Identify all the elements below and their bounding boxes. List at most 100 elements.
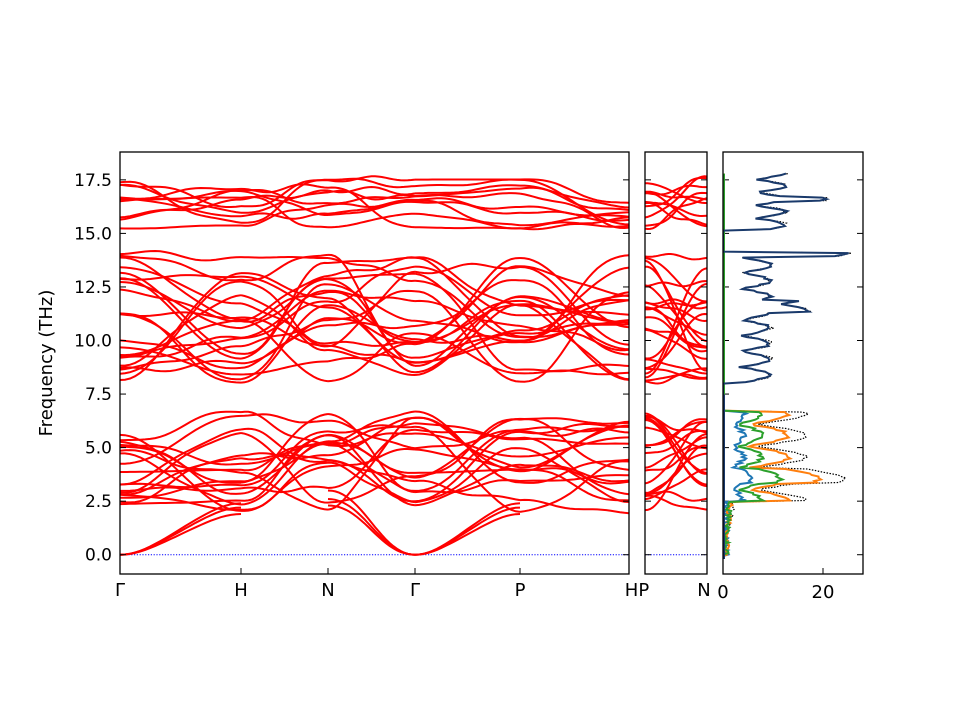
band-line xyxy=(120,319,242,357)
band-line xyxy=(519,458,629,484)
band-line xyxy=(519,216,629,230)
band-line xyxy=(240,256,328,259)
band-line xyxy=(327,186,416,229)
band-line xyxy=(645,328,707,360)
band-line xyxy=(414,428,521,492)
band-structure-pn-panel: N xyxy=(644,151,711,601)
band-line xyxy=(645,197,707,231)
band-line xyxy=(645,300,707,360)
band-line xyxy=(645,418,707,447)
band-line xyxy=(120,294,242,367)
band-line xyxy=(414,201,521,215)
band-line xyxy=(120,312,242,381)
acoustic-band xyxy=(120,506,242,556)
band-line xyxy=(645,265,707,343)
band-line xyxy=(414,479,521,502)
band-line xyxy=(327,283,416,322)
band-line xyxy=(120,499,242,506)
band-line xyxy=(120,493,242,511)
band-line xyxy=(120,256,242,321)
band-line xyxy=(327,433,416,479)
x-tick-label: H xyxy=(234,580,248,601)
band-line xyxy=(519,437,629,445)
band-line xyxy=(519,210,629,223)
band-line xyxy=(645,282,707,379)
band-line xyxy=(327,256,416,277)
band-line xyxy=(645,201,707,226)
band-line xyxy=(327,349,416,376)
y-tick-label: 0.0 xyxy=(85,546,112,566)
band-line xyxy=(414,304,520,343)
band-line xyxy=(414,425,521,513)
dos-series-line xyxy=(723,172,849,559)
x-tick-label: Γ xyxy=(115,580,125,601)
band-line xyxy=(414,463,521,507)
band-line xyxy=(414,417,521,479)
band-line xyxy=(645,301,707,323)
x-tick-label: HP xyxy=(625,580,650,601)
band-line xyxy=(120,480,241,499)
band-line xyxy=(414,339,520,364)
band-line xyxy=(645,417,707,486)
band-line xyxy=(120,198,241,219)
band-line xyxy=(240,453,329,463)
band-line xyxy=(120,277,242,360)
band-line xyxy=(120,428,242,486)
band-line xyxy=(414,262,521,275)
band-line xyxy=(241,461,329,511)
band-line xyxy=(519,211,629,227)
band-line xyxy=(120,254,242,282)
band-line xyxy=(120,457,242,504)
panel-frame xyxy=(644,151,708,575)
band-line xyxy=(414,429,521,450)
band-line xyxy=(519,299,629,339)
band-line xyxy=(519,498,629,515)
band-line xyxy=(240,253,329,282)
band-line xyxy=(120,280,242,375)
band-line xyxy=(120,440,242,495)
band-line xyxy=(240,190,328,216)
band-line xyxy=(519,418,629,471)
band-line xyxy=(240,291,329,323)
band-line xyxy=(414,430,521,503)
band-line xyxy=(120,452,242,506)
band-line xyxy=(327,272,416,280)
band-line xyxy=(414,256,521,338)
band-line xyxy=(327,177,416,189)
band-line xyxy=(241,316,329,347)
band-line xyxy=(327,278,416,359)
band-line xyxy=(120,186,242,200)
band-line xyxy=(240,212,329,220)
band-line xyxy=(645,358,707,375)
band-line xyxy=(327,199,416,208)
band-line xyxy=(328,461,416,504)
band-line xyxy=(120,335,242,359)
band-structure-main-panel: 0.0 2.5 5.0 7.5 10.0 12.5 15.0 17.5 Γ H N Γ P HP xyxy=(74,151,650,601)
band-line xyxy=(645,190,707,201)
band-line xyxy=(645,267,707,375)
band-line xyxy=(414,428,521,441)
band-line xyxy=(120,486,242,492)
band-line xyxy=(327,257,416,283)
y-tick-label: 5.0 xyxy=(85,439,112,459)
band-line xyxy=(520,427,629,437)
band-line xyxy=(120,449,242,474)
band-line xyxy=(240,434,329,495)
acoustic-band xyxy=(414,506,521,556)
band-line xyxy=(120,271,242,355)
band-line xyxy=(327,175,416,183)
band-line xyxy=(519,436,629,458)
band-line xyxy=(120,346,242,376)
band-line xyxy=(414,187,520,198)
band-line xyxy=(120,410,242,442)
band-line xyxy=(519,422,629,435)
dos-series-line xyxy=(723,173,852,559)
band-line xyxy=(645,184,707,196)
band-line xyxy=(414,479,521,494)
band-line xyxy=(241,442,329,465)
band-line xyxy=(414,447,521,504)
band-line xyxy=(240,195,329,229)
band-line xyxy=(327,189,416,201)
band-line xyxy=(519,266,629,346)
